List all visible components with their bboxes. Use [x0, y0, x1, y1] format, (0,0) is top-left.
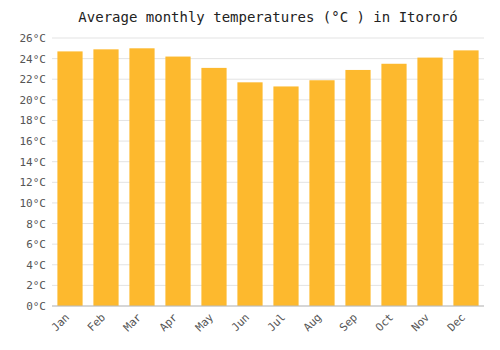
- y-tick-label: 20°C: [20, 94, 47, 107]
- x-tick-label: Jan: [49, 311, 72, 334]
- y-tick-label: 10°C: [20, 197, 47, 210]
- y-tick-label: 22°C: [20, 73, 47, 86]
- bar: [309, 80, 334, 306]
- bar: [453, 50, 478, 306]
- x-tick-label: Jun: [229, 311, 252, 334]
- y-tick-label: 2°C: [26, 279, 46, 292]
- y-tick-label: 8°C: [26, 218, 46, 231]
- title: Average monthly temperatures (°C ) in It…: [78, 9, 457, 25]
- x-tick-label: Sep: [337, 311, 360, 334]
- bar: [381, 64, 406, 306]
- y-tick-label: 16°C: [20, 135, 47, 148]
- x-tick-label: Apr: [157, 311, 181, 335]
- bar: [237, 82, 262, 306]
- y-tick-label: 4°C: [26, 259, 46, 272]
- bars: [57, 48, 478, 306]
- y-tick-label: 6°C: [26, 238, 46, 251]
- bar: [201, 68, 226, 306]
- x-tick-label: Jul: [265, 311, 288, 334]
- chart-container: Average monthly temperatures (°C ) in It…: [0, 0, 500, 350]
- x-tick-label: Oct: [373, 311, 396, 334]
- y-tick-label: 12°C: [20, 176, 47, 189]
- x-tick-label: May: [193, 311, 217, 335]
- grid: [52, 38, 484, 306]
- bar: [57, 51, 82, 306]
- bar: [93, 49, 118, 306]
- bar: [165, 57, 190, 306]
- bar: [129, 48, 154, 306]
- x-axis-line: [52, 306, 484, 307]
- grid-line: [52, 38, 484, 39]
- bar: [273, 86, 298, 306]
- grid-line: [52, 306, 484, 307]
- y-tick-label: 24°C: [20, 53, 47, 66]
- x-tick-label: Aug: [301, 311, 324, 334]
- chart: Average monthly temperatures (°C ) in It…: [0, 0, 500, 350]
- x-tick-label: Feb: [85, 311, 108, 334]
- x-tick-label: Nov: [409, 311, 433, 335]
- y-tick-label: 26°C: [20, 32, 47, 45]
- x-tick-label: Dec: [445, 311, 468, 334]
- y-tick-label: 18°C: [20, 114, 47, 127]
- bar: [417, 58, 442, 306]
- y-tick-label: 0°C: [26, 300, 46, 313]
- x-tick-label: Mar: [121, 311, 145, 335]
- y-tick-label: 14°C: [20, 156, 47, 169]
- bar: [345, 70, 370, 306]
